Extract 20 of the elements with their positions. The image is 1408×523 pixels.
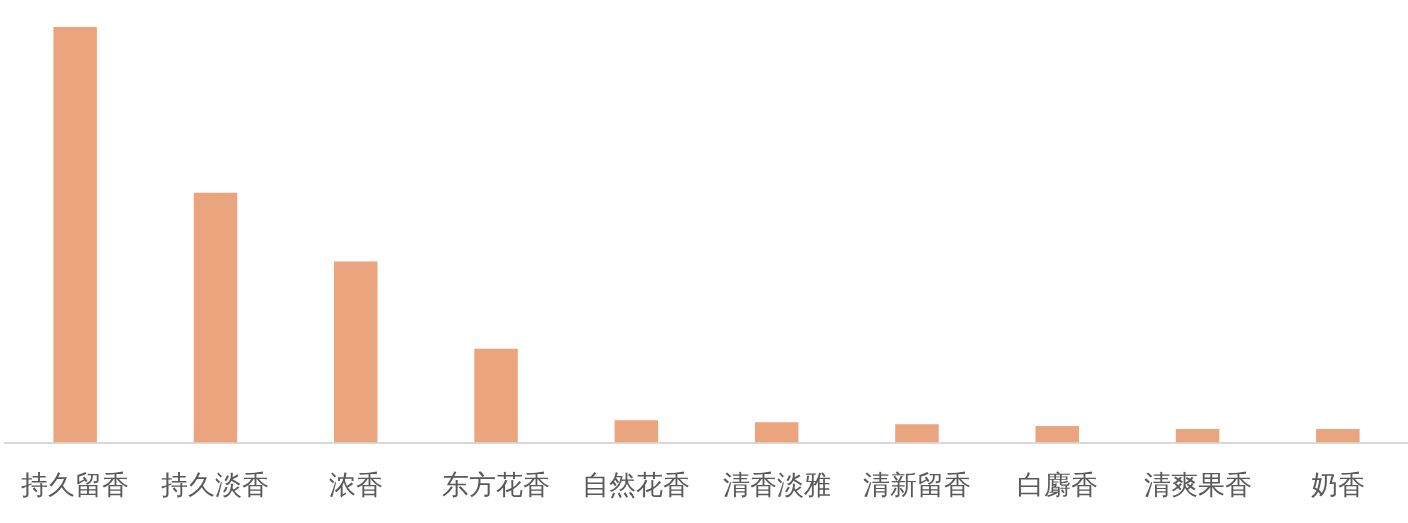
bar (474, 348, 518, 443)
x-tick-label: 持久淡香 (161, 468, 270, 500)
x-tick-label: 清新留香 (862, 468, 971, 500)
x-tick-label: 白麝香 (1016, 468, 1098, 500)
bar (895, 424, 939, 443)
x-tick-label: 清爽果香 (1143, 468, 1252, 500)
bar (614, 420, 659, 443)
x-tick-label: 浓香 (328, 468, 383, 500)
bar (193, 192, 238, 443)
x-tick-label: 奶香 (1310, 468, 1365, 500)
bar (1175, 428, 1220, 443)
x-tick-label: 东方花香 (442, 468, 551, 500)
bar (334, 261, 378, 443)
x-tick-label: 自然花香 (582, 468, 691, 500)
bar (1316, 428, 1360, 443)
bar (53, 27, 97, 443)
x-tick-label: 清香淡雅 (722, 468, 831, 500)
bar (1035, 425, 1079, 443)
bar (754, 422, 799, 443)
x-tick-label: 持久留香 (21, 468, 130, 500)
